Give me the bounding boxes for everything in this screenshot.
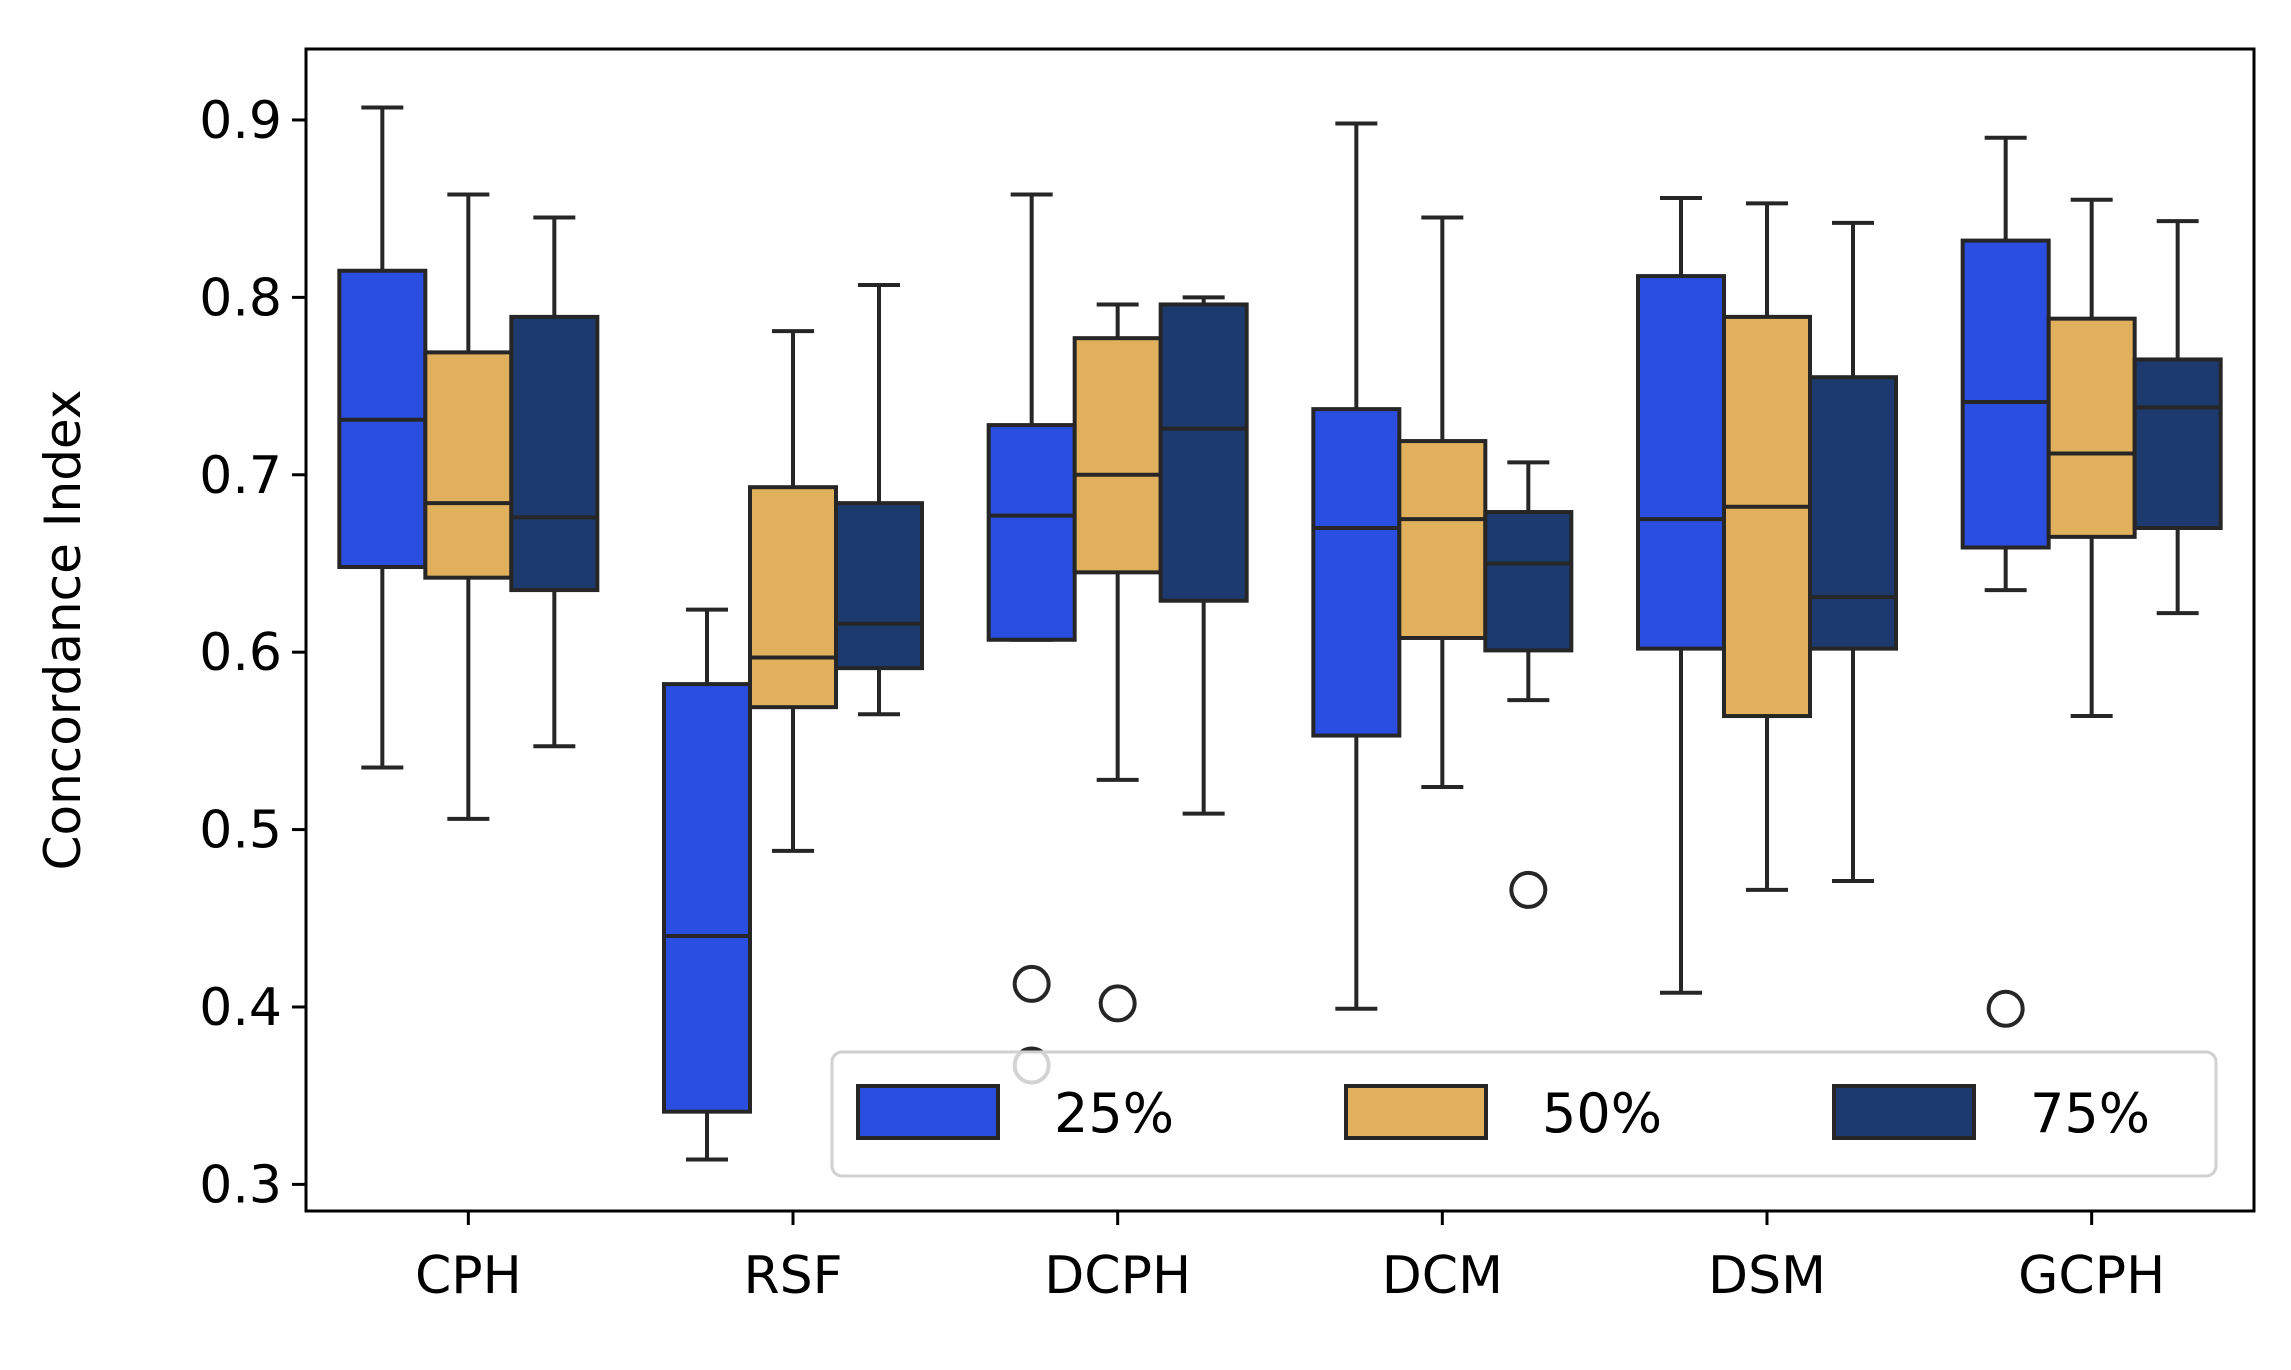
legend-swatch	[1832, 1084, 1976, 1140]
box-dcm-1	[1397, 215, 1488, 790]
x-tick-label: DSM	[1708, 1246, 1826, 1306]
outlier-point	[1098, 984, 1137, 1023]
box-iqr	[1397, 439, 1488, 640]
y-axis: 0.3 0.4 0.5 0.6 0.7 0.8 0.9	[199, 91, 306, 1215]
x-tick-label: RSF	[743, 1246, 842, 1306]
box-iqr	[1158, 302, 1249, 603]
legend: 25% 50% 75%	[830, 1050, 2218, 1178]
box-iqr	[1483, 510, 1574, 653]
box-iqr	[2046, 316, 2137, 539]
box-dsm-2	[1808, 220, 1898, 884]
legend-label: 75%	[2030, 1082, 2150, 1145]
box-dsm-1	[1722, 201, 1812, 892]
box-iqr	[1311, 407, 1402, 738]
x-tick-label: GCPH	[2018, 1246, 2165, 1306]
plot-area	[337, 105, 2223, 1162]
legend-label: 50%	[1542, 1082, 1662, 1145]
x-tick-label: CPH	[415, 1246, 522, 1306]
box-iqr	[662, 682, 752, 1114]
outlier-point	[1986, 989, 2025, 1028]
box-iqr	[834, 501, 924, 671]
x-axis: CPH RSF DCPH DCM DSM GCPH	[415, 1211, 2165, 1306]
box-dcm-0	[1311, 121, 1402, 1011]
box-gcph-0	[1960, 135, 2051, 1028]
y-tick-label: 0.9	[199, 91, 282, 151]
box-dcph-0	[986, 192, 1077, 1085]
box-cph-0	[337, 105, 428, 770]
box-dcph-1	[1072, 302, 1163, 1023]
legend-swatch	[856, 1084, 1000, 1140]
box-iqr	[1072, 336, 1163, 575]
legend-swatch	[1344, 1084, 1488, 1140]
box-iqr	[1722, 314, 1812, 719]
outlier-point	[1012, 964, 1051, 1003]
box-iqr	[1636, 274, 1726, 651]
y-tick-label: 0.5	[199, 801, 282, 861]
box-iqr	[986, 423, 1077, 642]
box-iqr	[1808, 375, 1898, 651]
box-rsf-0	[662, 607, 752, 1162]
box-dcm-2	[1483, 460, 1574, 909]
box-gcph-2	[2132, 219, 2223, 616]
axes-frame	[304, 47, 2256, 1213]
box-iqr	[2132, 357, 2223, 530]
box-iqr	[1960, 238, 2051, 550]
y-tick-label: 0.6	[199, 623, 282, 683]
box-dcph-2	[1158, 295, 1249, 816]
y-axis-label: Concordance Index	[34, 390, 92, 871]
x-tick-label: DCPH	[1044, 1246, 1191, 1306]
outlier-point	[1509, 870, 1548, 909]
box-cph-1	[423, 192, 514, 821]
legend-label: 25%	[1054, 1082, 1174, 1145]
box-rsf-2	[834, 282, 924, 717]
box-cph-2	[509, 215, 600, 749]
box-rsf-1	[748, 329, 838, 853]
box-gcph-1	[2046, 197, 2137, 719]
box-iqr	[423, 350, 514, 580]
y-tick-label: 0.8	[199, 268, 282, 328]
y-tick-label: 0.4	[199, 978, 282, 1038]
box-iqr	[509, 314, 600, 593]
box-dsm-0	[1636, 196, 1726, 995]
y-tick-label: 0.7	[199, 446, 282, 506]
legend-frame	[830, 1050, 2218, 1178]
box-iqr	[748, 485, 838, 710]
x-tick-label: DCM	[1382, 1246, 1503, 1306]
y-tick-label: 0.3	[199, 1155, 282, 1215]
